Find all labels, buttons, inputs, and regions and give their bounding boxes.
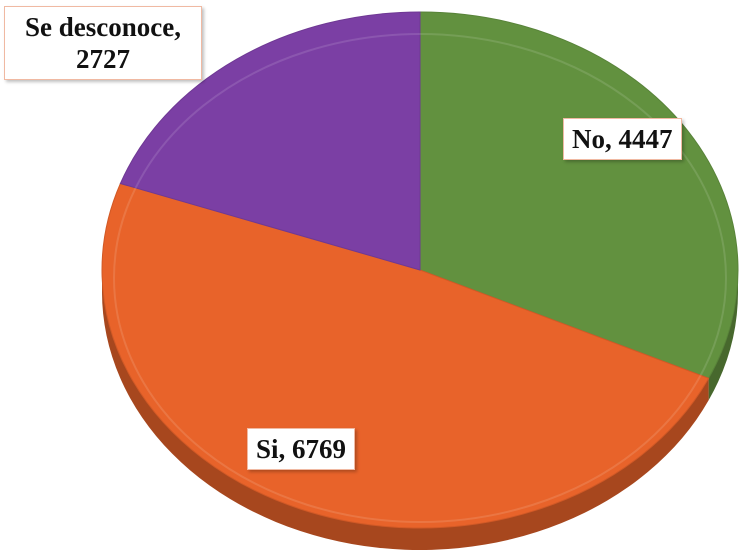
data-label: No, 4447 bbox=[563, 118, 682, 160]
slice bbox=[419, 11, 739, 379]
slice bbox=[119, 11, 421, 271]
data-label: Si, 6769 bbox=[247, 428, 356, 470]
slice-side bbox=[708, 270, 738, 401]
highlight bbox=[113, 33, 727, 523]
data-label: Se desconoce, 2727 bbox=[4, 6, 202, 80]
